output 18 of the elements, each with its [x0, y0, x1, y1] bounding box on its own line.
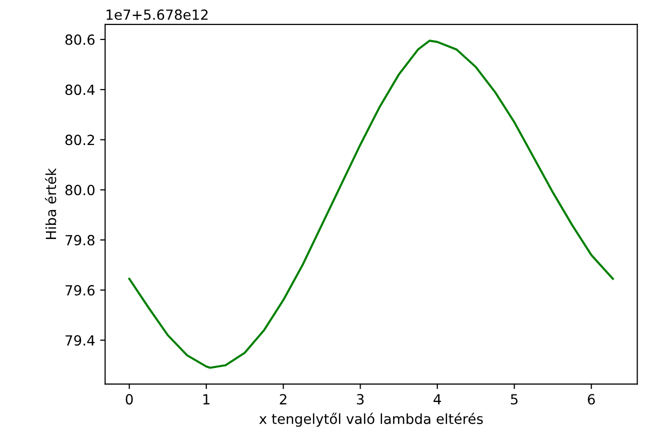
y-tick-label: 80.2 [65, 134, 94, 146]
x-tick-label: 0 [126, 394, 133, 405]
text: 1e7+5.678e12 [106, 9, 208, 20]
y-tick-label: 80.4 [65, 84, 95, 96]
x-tick-label: 3 [356, 394, 364, 405]
x-tick-label: 1 [203, 394, 210, 404]
x-axis-title: x tengelytől való lambda eltérés [259, 412, 483, 427]
x-tick-label: 4 [434, 394, 441, 404]
y-tick-label: 80.0 [65, 184, 94, 196]
y-tick-label: 79.4 [66, 335, 95, 346]
x-tick-label: 2 [280, 394, 286, 404]
line-series [128, 40, 614, 369]
y-axis-title: Hiba érték [44, 168, 56, 240]
y-tick-label: 80.6 [65, 34, 95, 45]
x-tick-label: 6 [588, 394, 595, 405]
y-tick-label: 79.8 [66, 234, 94, 246]
y-tick-label: 79.6 [66, 285, 95, 296]
x-tick-label: 5 [510, 394, 518, 405]
